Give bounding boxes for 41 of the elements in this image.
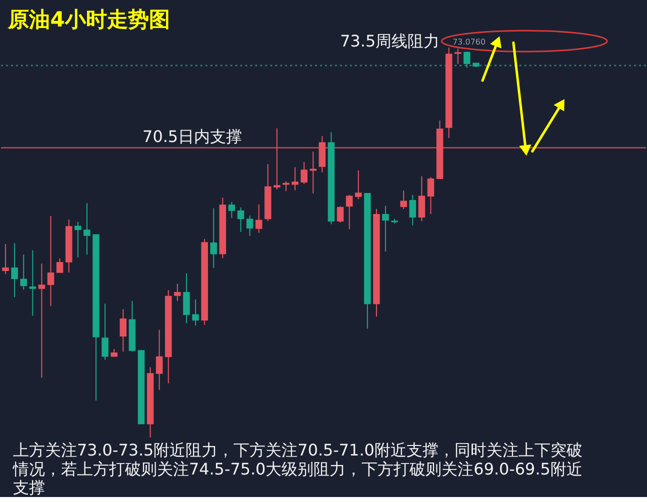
- ref-line-label: 70.5日内支撑: [142, 126, 242, 146]
- candlestick: [228, 201, 236, 218]
- candlestick: [292, 166, 298, 191]
- candlestick: [318, 136, 326, 173]
- candlestick: [427, 176, 434, 215]
- candlestick: [336, 206, 344, 224]
- candlestick: [282, 180, 290, 192]
- candlestick: [47, 215, 54, 307]
- candlestick: [20, 254, 27, 290]
- candlestick: [237, 206, 244, 232]
- candlestick: [418, 176, 426, 222]
- candlestick: [56, 258, 64, 274]
- candlestick: [192, 298, 199, 326]
- candlestick: [274, 128, 280, 190]
- candlestick: [38, 263, 46, 378]
- chart-title: 原油4小时走势图: [7, 8, 170, 32]
- candlestick: [454, 48, 462, 64]
- candlestick: [300, 162, 308, 185]
- candlestick: [11, 242, 18, 298]
- candlestick: [74, 221, 82, 258]
- candlestick: [310, 151, 317, 194]
- candlestick: [409, 194, 416, 226]
- candlestick: [354, 170, 362, 200]
- candlestick: [210, 208, 217, 268]
- text: 上方关注73.0-73.5附近阻力，下方关注70.5-71.0附近支撑，同时关注上下突破情况，若上方打破则关注74.5-75.0大级别阻力，下方打破则关注69.0-69.5附近支撑: [12, 440, 582, 498]
- candlestick: [346, 194, 353, 230]
- candlestick: [120, 308, 127, 352]
- candlestick: [29, 250, 36, 316]
- candlestick: [102, 303, 108, 360]
- candlestick: [174, 283, 181, 302]
- candlestick: [400, 190, 407, 210]
- text: 73.0760: [452, 38, 486, 47]
- candlestick: [156, 329, 163, 390]
- candlestick: [84, 202, 90, 256]
- candlestick: [464, 50, 470, 68]
- candlestick: [246, 215, 254, 236]
- candlestick: [2, 244, 9, 275]
- candlestick: [255, 204, 262, 234]
- candlestick: [183, 272, 190, 324]
- annotation: 73.5周线阻力: [340, 32, 440, 51]
- candlestick: [382, 205, 389, 252]
